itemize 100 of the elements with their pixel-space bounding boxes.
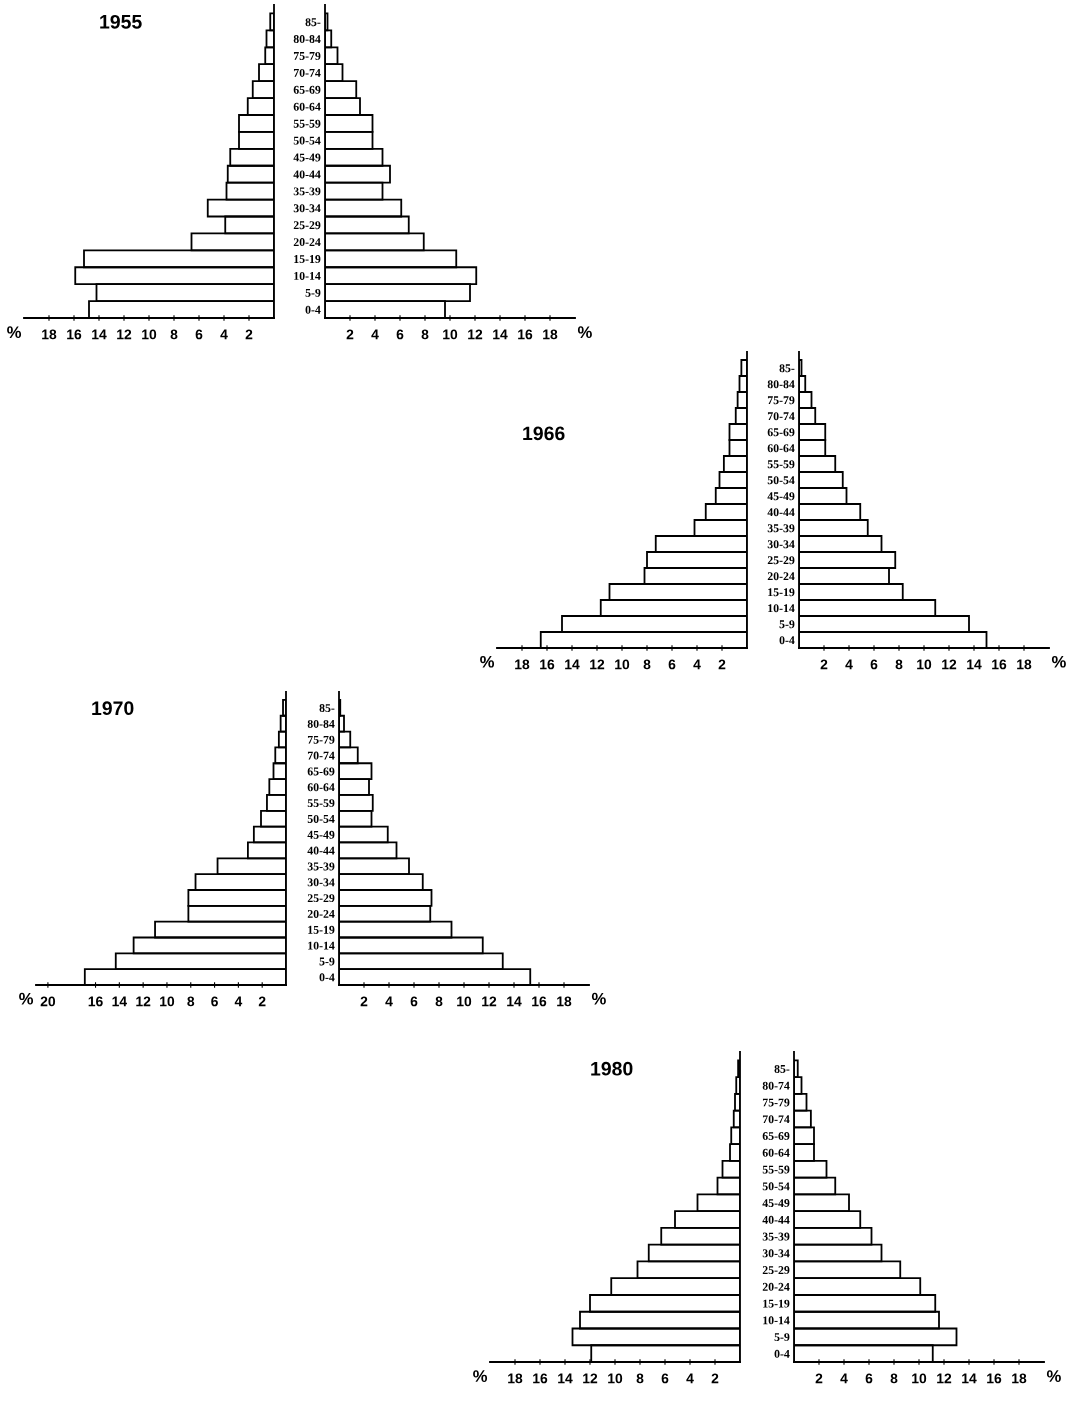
- x-tick-label: 4: [693, 659, 701, 670]
- x-axis-title: %: [1051, 655, 1066, 668]
- x-tick-label: 4: [686, 1373, 694, 1384]
- x-tick-label: 12: [942, 659, 957, 670]
- x-tick-label: 6: [396, 329, 404, 340]
- y-tick-label: 35-39: [767, 524, 795, 533]
- y-tick-label: 5-9: [319, 957, 335, 966]
- x-axis-title: %: [577, 326, 592, 339]
- x-tick-label: 10: [615, 659, 630, 670]
- y-tick-label: 45-49: [762, 1199, 790, 1208]
- y-tick-label: 45-49: [767, 492, 795, 501]
- y-tick-label: 40-44: [293, 170, 321, 179]
- y-tick-label: 55-59: [767, 460, 795, 469]
- y-tick-label: 65-69: [767, 428, 795, 437]
- y-tick-label: 25-29: [762, 1266, 790, 1275]
- y-tick-label: 30-34: [293, 204, 321, 213]
- x-tick-label: 16: [532, 996, 547, 1007]
- chart-title: 1970: [92, 701, 134, 716]
- y-tick-label: 5-9: [305, 288, 321, 297]
- y-tick-label: 50-54: [293, 136, 321, 145]
- y-tick-label: 5-9: [774, 1333, 790, 1342]
- x-axis-title: %: [1046, 1370, 1061, 1382]
- x-tick-label: 18: [515, 659, 530, 670]
- x-tick-label: 14: [112, 996, 127, 1007]
- y-tick-label: 30-34: [762, 1249, 790, 1258]
- y-tick-label: 15-19: [763, 1299, 790, 1308]
- y-tick-label: 75-79: [293, 52, 321, 60]
- x-tick-label: 14: [507, 996, 522, 1007]
- text: 1966: [523, 426, 565, 441]
- x-tick-label: 18: [1012, 1373, 1027, 1384]
- x-axis-title: %: [591, 992, 606, 1005]
- y-tick-label: 50-54: [307, 814, 335, 823]
- y-tick-label: 60-64: [767, 444, 795, 453]
- x-tick-label: 16: [987, 1373, 1002, 1384]
- x-tick-label: 10: [608, 1373, 623, 1384]
- x-tick-label: 2: [718, 659, 726, 670]
- x-tick-label: 4: [845, 659, 853, 670]
- x-tick-label: 4: [385, 996, 393, 1007]
- x-tick-label: 2: [815, 1373, 823, 1384]
- y-tick-label: 40-44: [307, 846, 335, 855]
- x-tick-label: 16: [540, 659, 555, 670]
- x-tick-label: 10: [142, 329, 157, 340]
- x-tick-label: 10: [917, 659, 932, 670]
- x-tick-label: 8: [435, 996, 443, 1007]
- y-tick-label: 20-24: [762, 1282, 790, 1291]
- x-tick-label: 16: [518, 329, 533, 340]
- x-tick-label: 2: [258, 996, 266, 1007]
- y-tick-label: 75-79: [307, 735, 335, 744]
- y-tick-label: 0-4: [319, 973, 335, 982]
- x-tick-label: 6: [410, 996, 418, 1007]
- y-tick-label: 80-84: [767, 380, 795, 389]
- x-tick-label: 14: [565, 659, 580, 670]
- x-tick-label: 16: [88, 996, 103, 1007]
- x-tick-label: 16: [533, 1373, 548, 1384]
- x-tick-label: 14: [967, 659, 982, 670]
- y-tick-label: 0-4: [305, 305, 321, 314]
- x-tick-label: 8: [421, 329, 429, 340]
- y-tick-label: 5-9: [779, 620, 795, 629]
- x-tick-label: 8: [187, 996, 195, 1007]
- y-tick-label: 15-19: [308, 925, 335, 934]
- y-tick-label: 80-84: [307, 719, 335, 728]
- x-tick-label: 6: [870, 659, 878, 670]
- x-axis-title: %: [473, 1370, 488, 1382]
- y-tick-label: 45-49: [307, 830, 335, 839]
- y-tick-label: 0-4: [779, 636, 795, 645]
- x-tick-label: 16: [67, 329, 82, 340]
- y-tick-label: 15-19: [294, 255, 321, 263]
- x-tick-label: 8: [636, 1373, 644, 1384]
- x-tick-label: 12: [482, 996, 497, 1007]
- x-tick-label: 2: [346, 329, 354, 340]
- x-tick-label: 12: [468, 329, 483, 340]
- x-tick-label: 14: [92, 329, 107, 340]
- x-tick-label: 8: [643, 659, 651, 670]
- y-tick-label: 20-24: [767, 572, 795, 581]
- x-tick-label: 12: [117, 329, 132, 340]
- y-tick-label: 25-29: [767, 556, 795, 565]
- x-tick-label: 12: [136, 996, 151, 1007]
- y-tick-label: 50-54: [762, 1182, 790, 1191]
- y-tick-label: 70-74: [293, 68, 321, 77]
- x-tick-label: 6: [195, 329, 203, 340]
- y-tick-label: 10-14: [308, 941, 335, 950]
- x-tick-label: 2: [360, 996, 368, 1007]
- y-tick-label: 10-14: [763, 1316, 790, 1325]
- y-tick-label: 30-34: [307, 878, 335, 887]
- x-tick-label: 8: [895, 659, 903, 670]
- x-tick-label: 18: [508, 1373, 523, 1384]
- x-tick-label: 10: [160, 996, 175, 1007]
- x-tick-label: 12: [583, 1373, 598, 1384]
- y-tick-label: 20-24: [293, 238, 321, 247]
- y-tick-label: 70-74: [767, 412, 795, 421]
- x-axis-title: %: [7, 326, 22, 339]
- y-tick-label: 40-44: [767, 508, 795, 517]
- y-tick-label: 10-14: [294, 271, 321, 280]
- y-tick-label: 10-14: [768, 604, 795, 613]
- y-tick-label: 35-39: [762, 1232, 790, 1241]
- x-tick-label: 4: [840, 1373, 848, 1384]
- x-tick-label: 14: [962, 1373, 977, 1384]
- y-tick-label: 55-59: [293, 119, 321, 128]
- x-tick-label: 18: [1017, 659, 1032, 670]
- x-tick-label: 2: [245, 329, 253, 340]
